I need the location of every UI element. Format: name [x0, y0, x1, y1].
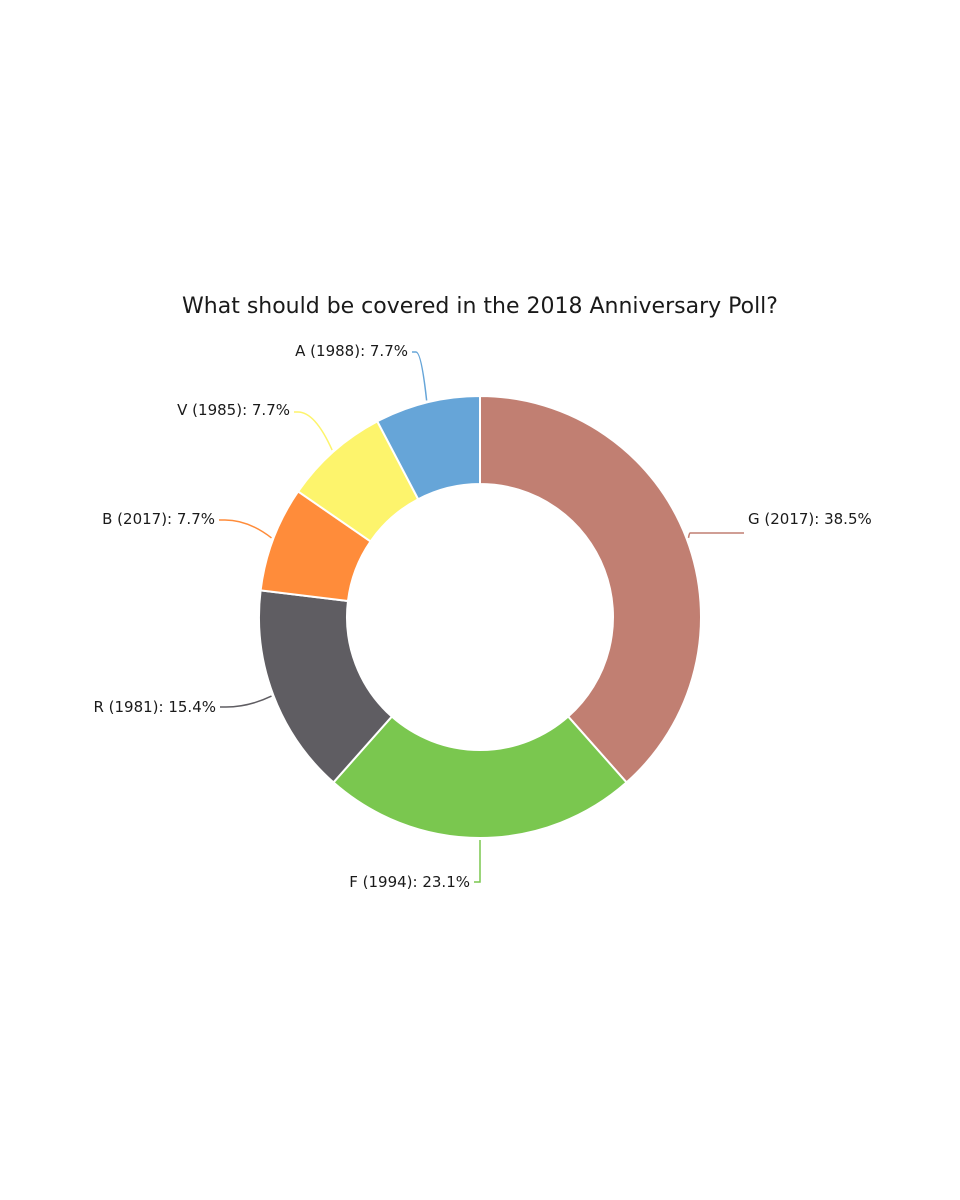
connector-f	[474, 840, 481, 883]
slices-layer	[258, 395, 702, 839]
slice-a[interactable]	[376, 395, 481, 501]
label-a: A (1988): 7.7%	[295, 342, 408, 360]
label-g: G (2017): 38.5%	[748, 510, 872, 528]
connector-a	[412, 351, 428, 401]
label-f: F (1994): 23.1%	[349, 873, 470, 891]
slice-f[interactable]	[332, 715, 628, 839]
connector-r	[220, 695, 272, 708]
connector-g	[687, 532, 744, 539]
label-b: B (2017): 7.7%	[102, 510, 215, 528]
connectors-layer	[219, 351, 744, 883]
connector-v	[294, 411, 333, 451]
connector-b	[219, 519, 272, 539]
label-r: R (1981): 15.4%	[93, 698, 216, 716]
labels-layer: G (2017): 38.5% F (1994): 23.1% R (1981): …	[93, 342, 871, 891]
slice-g[interactable]	[479, 395, 702, 784]
chart-title: What should be covered in the 2018 Anniv…	[182, 294, 778, 319]
label-v: V (1985): 7.7%	[177, 401, 290, 419]
